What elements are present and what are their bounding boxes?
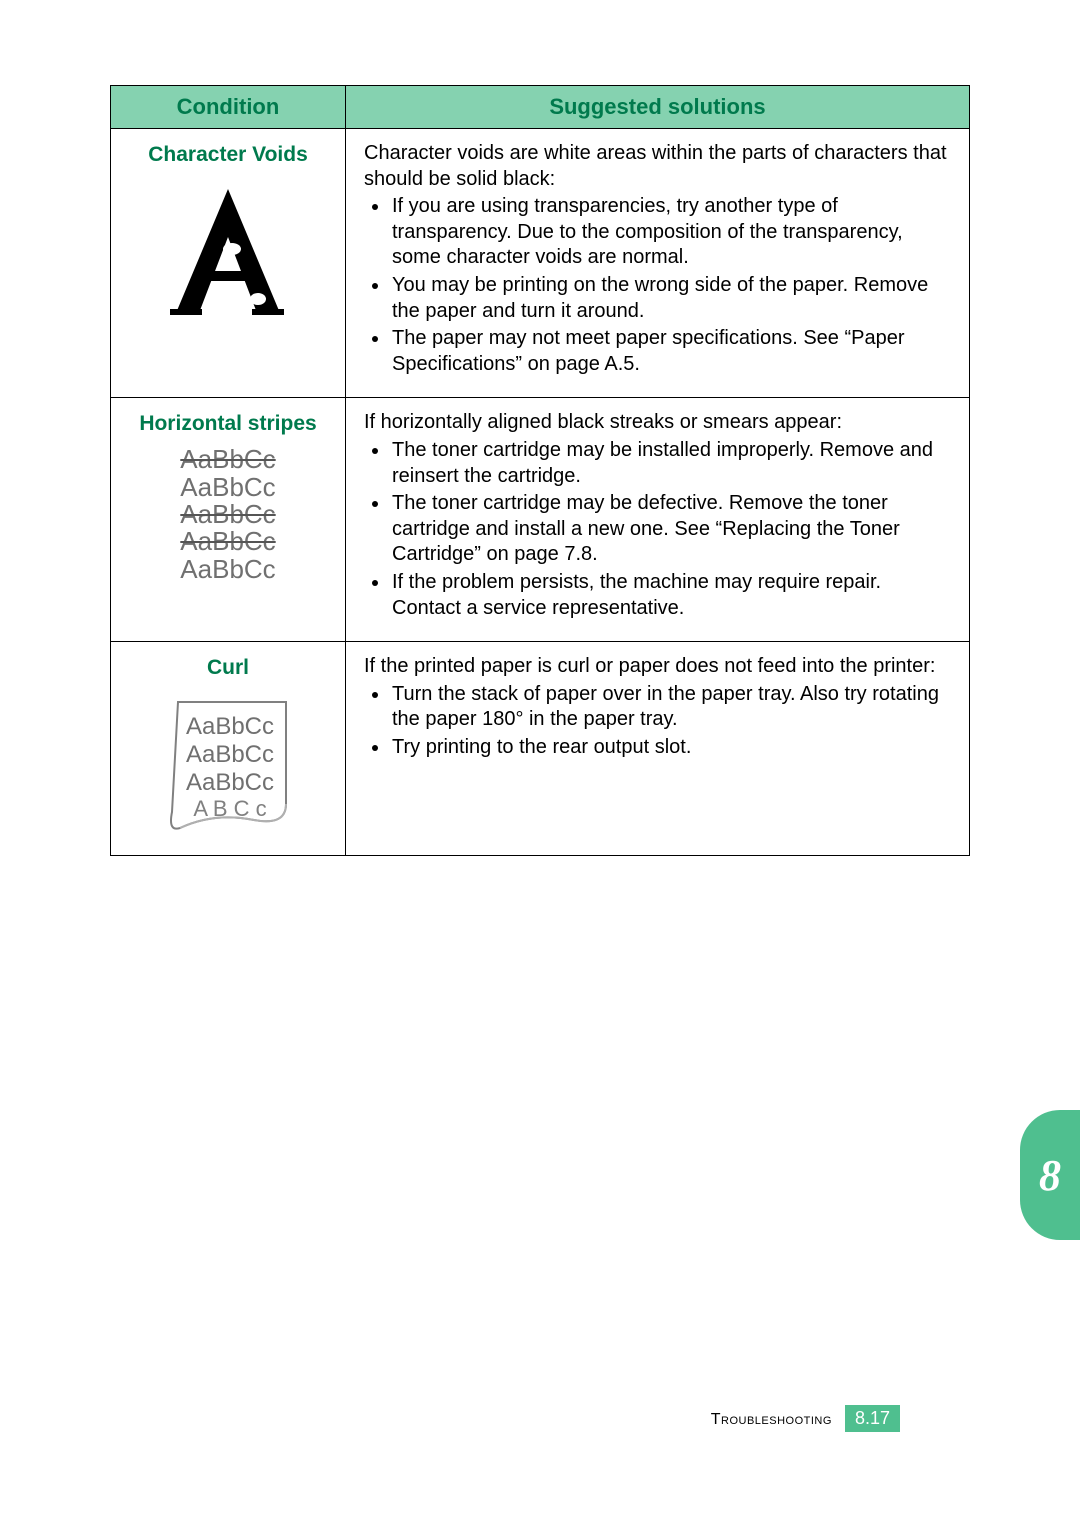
sample-line: AaBbCc	[168, 556, 288, 583]
solution-item: The toner cartridge may be installed imp…	[390, 438, 951, 489]
sample-line: AaBbCc	[168, 446, 288, 473]
condition-title: Character Voids	[119, 143, 337, 167]
solution-intro: If the printed paper is curl or paper do…	[364, 654, 951, 680]
sample-line: AaBbCc	[186, 769, 274, 796]
solution-item: The paper may not meet paper specificati…	[390, 326, 951, 377]
solution-cell: If horizontally aligned black streaks or…	[346, 398, 970, 642]
page-footer: Troubleshooting 8.17	[711, 1405, 900, 1432]
solution-cell: If the printed paper is curl or paper do…	[346, 642, 970, 856]
curl-sample: AaBbCc AaBbCc AaBbCc A B C c	[158, 696, 298, 841]
condition-cell: Curl AaBbCc AaBbCc AaBbCc A B C c	[111, 642, 346, 856]
solution-item: Try printing to the rear output slot.	[390, 735, 951, 761]
solution-list: The toner cartridge may be installed imp…	[364, 438, 951, 621]
solution-list: Turn the stack of paper over in the pape…	[364, 682, 951, 761]
letter-a-void-icon	[158, 181, 298, 321]
table-row: Character Voids	[111, 129, 970, 398]
page: Condition Suggested solutions Character …	[0, 0, 1080, 1526]
table-header-row: Condition Suggested solutions	[111, 86, 970, 129]
sample-line-curled: A B C c	[193, 796, 266, 821]
footer-page-number: 8.17	[845, 1405, 900, 1432]
table-row: Horizontal stripes AaBbCc AaBbCc AaBbCc …	[111, 398, 970, 642]
condition-title: Curl	[119, 656, 337, 680]
solution-intro: Character voids are white areas within t…	[364, 141, 951, 192]
condition-cell: Horizontal stripes AaBbCc AaBbCc AaBbCc …	[111, 398, 346, 642]
solution-intro: If horizontally aligned black streaks or…	[364, 410, 951, 436]
solution-item: Turn the stack of paper over in the pape…	[390, 682, 951, 733]
solution-item: The toner cartridge may be defective. Re…	[390, 491, 951, 568]
sample-line: AaBbCc	[186, 741, 274, 768]
solution-item: If you are using transparencies, try ano…	[390, 194, 951, 271]
solution-list: If you are using transparencies, try ano…	[364, 194, 951, 377]
curl-paper-icon: AaBbCc AaBbCc AaBbCc A B C c	[158, 696, 298, 836]
solution-cell: Character voids are white areas within t…	[346, 129, 970, 398]
footer-section-label: Troubleshooting	[711, 1411, 832, 1428]
sample-line: AaBbCc	[168, 528, 288, 555]
sample-line: AaBbCc	[168, 474, 288, 501]
solution-item: You may be printing on the wrong side of…	[390, 273, 951, 324]
troubleshooting-table: Condition Suggested solutions Character …	[110, 85, 970, 856]
sample-line: AaBbCc	[186, 713, 274, 740]
solution-item: If the problem persists, the machine may…	[390, 570, 951, 621]
character-voids-sample	[158, 181, 298, 326]
horizontal-stripes-sample: AaBbCc AaBbCc AaBbCc AaBbCc AaBbCc	[168, 446, 288, 582]
header-condition: Condition	[111, 86, 346, 129]
sample-line: AaBbCc	[168, 501, 288, 528]
table-row: Curl AaBbCc AaBbCc AaBbCc A B C c	[111, 642, 970, 856]
chapter-tab: 8	[1020, 1110, 1080, 1240]
condition-title: Horizontal stripes	[119, 412, 337, 436]
header-solutions: Suggested solutions	[346, 86, 970, 129]
condition-cell: Character Voids	[111, 129, 346, 398]
